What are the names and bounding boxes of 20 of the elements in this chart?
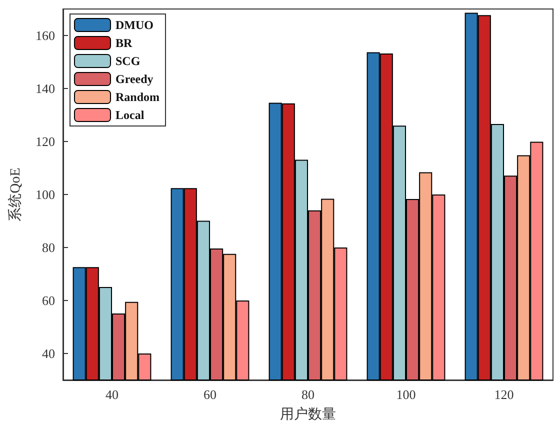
legend-label: Greedy	[116, 72, 154, 86]
y-tick-label: 100	[36, 187, 55, 202]
legend-label: DMUO	[116, 18, 154, 32]
y-tick-label: 120	[36, 134, 55, 149]
legend-label: Local	[116, 108, 145, 122]
y-tick-label: 40	[42, 346, 55, 361]
y-tick-label: 160	[36, 28, 55, 43]
y-tick-label: 140	[36, 81, 55, 96]
legend-label: Random	[116, 90, 160, 104]
y-tick-label: 80	[42, 240, 55, 255]
x-axis-title: 用户数量	[280, 406, 336, 422]
x-tick-label: 60	[204, 387, 216, 402]
x-tick-label: 80	[302, 387, 314, 402]
legend-label: BR	[116, 36, 133, 50]
x-tick-label: 40	[106, 387, 118, 402]
x-tick-label: 120	[494, 387, 514, 402]
y-axis-title: 系统QoE	[8, 168, 24, 222]
x-tick-label: 100	[396, 387, 416, 402]
y-tick-label: 60	[42, 293, 55, 308]
legend-label: SCG	[116, 54, 140, 68]
